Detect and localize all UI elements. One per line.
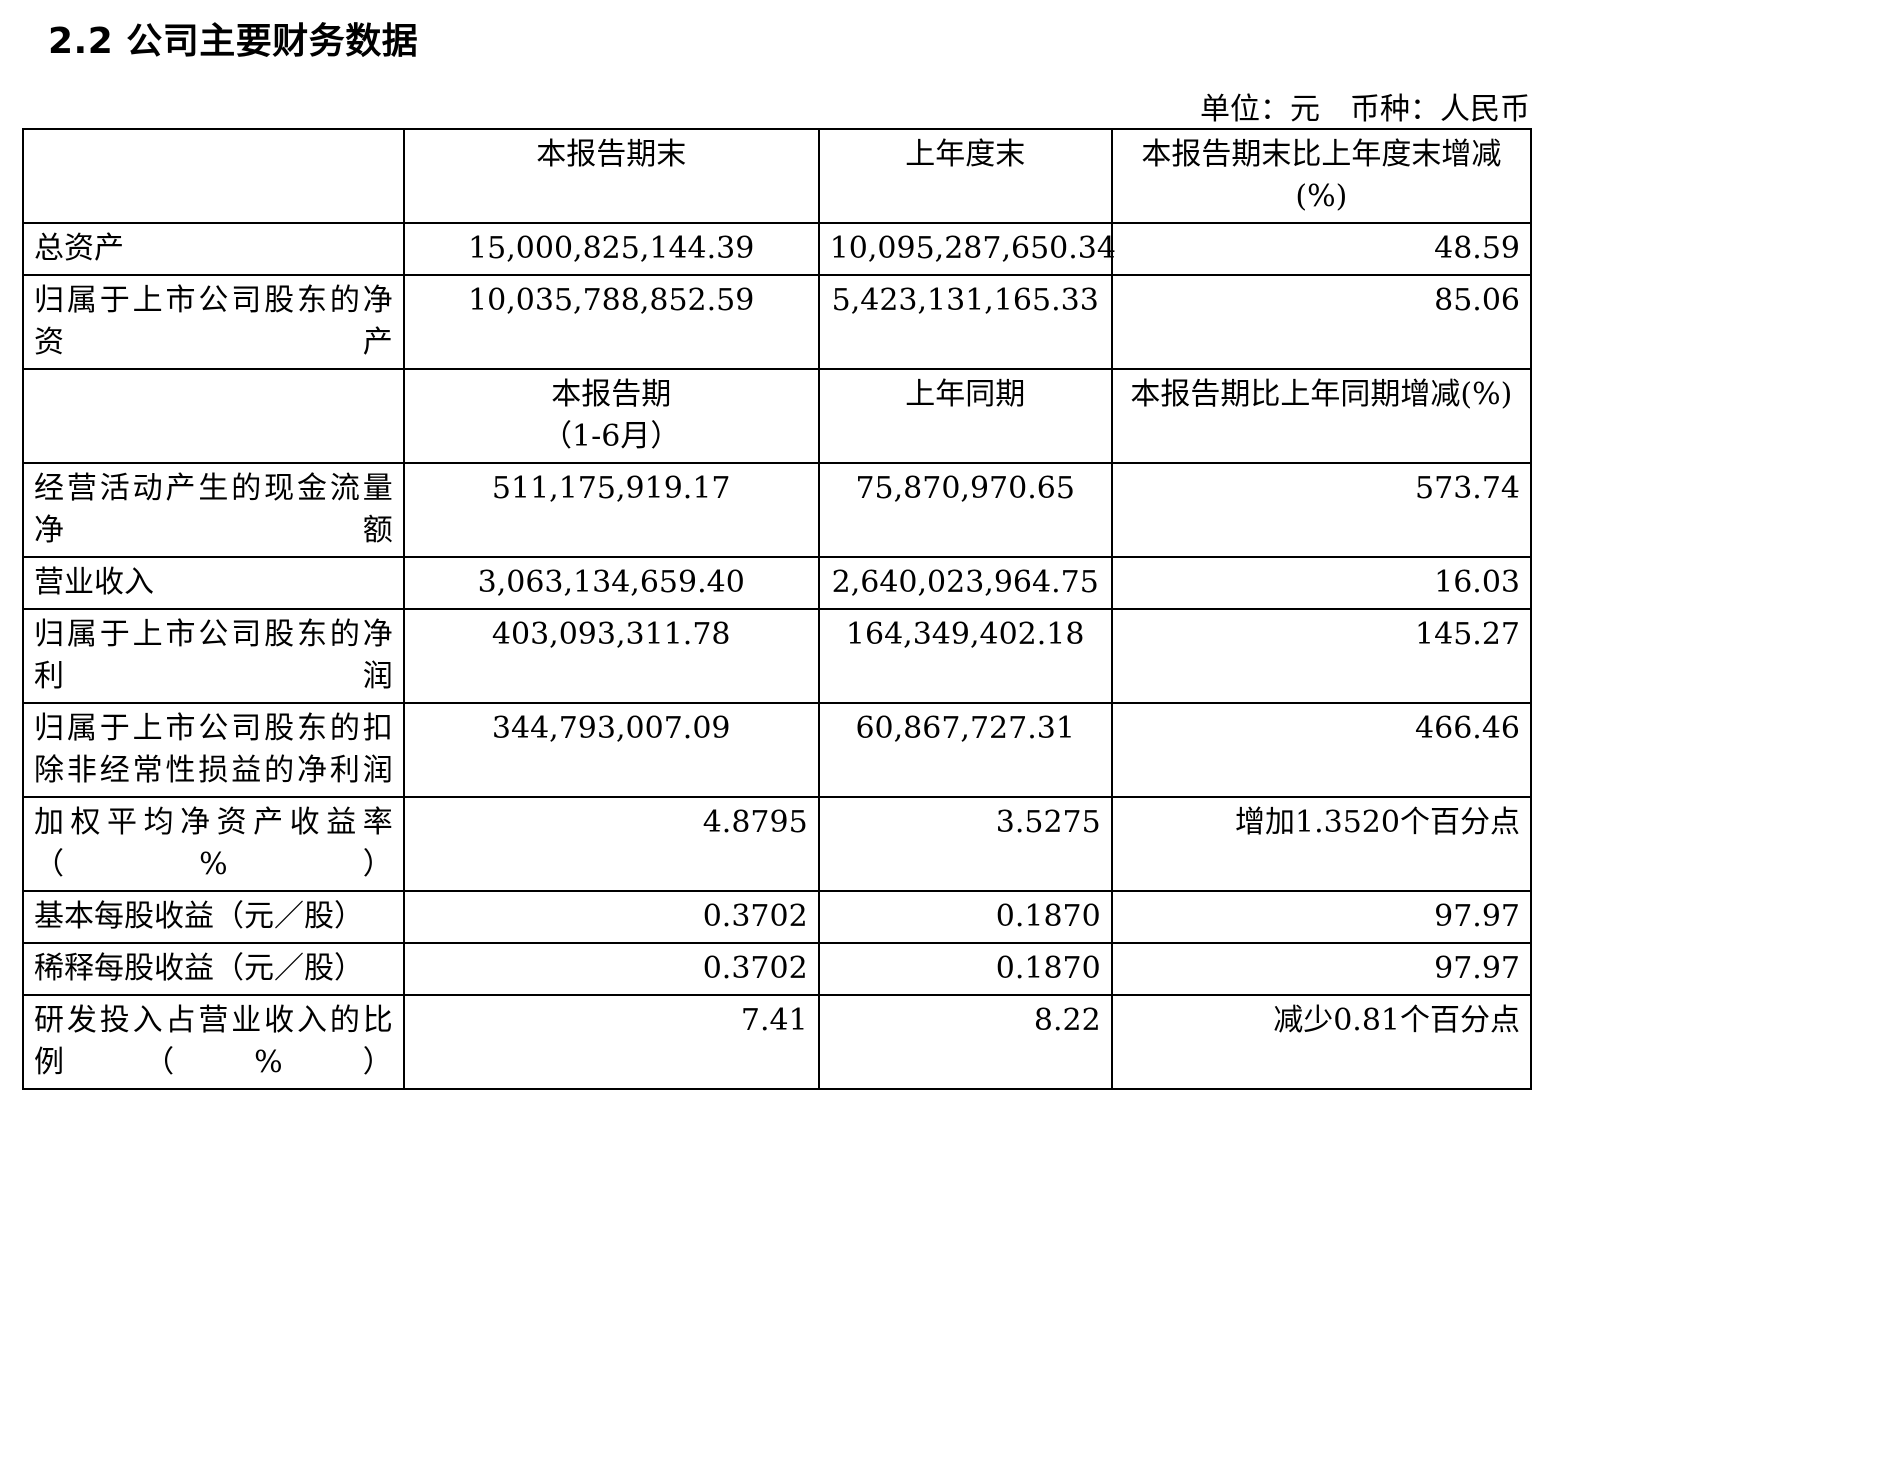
table-header-row-income: 本报告期 （1-6月） 上年同期 本报告期比上年同期增减(%) — [22, 368, 1533, 464]
cell-rd-ratio-current: 7.41 — [402, 994, 820, 1090]
page-title: 2.2 公司主要财务数据 — [48, 21, 419, 62]
row-label-rd-ratio: 研发投入占营业收入的比例（%） — [22, 994, 405, 1090]
cell-deducted-net-profit-previous: 60,867,727.31 — [817, 702, 1113, 798]
cell-total-assets-change: 48.59 — [1110, 222, 1533, 276]
row-label-basic-eps: 基本每股收益（元／股） — [22, 890, 405, 944]
header-cell-change-balance: 本报告期末比上年度末增减(%) — [1110, 128, 1533, 224]
table-row: 归属于上市公司股东的净利润 403,093,311.78 164,349,402… — [22, 608, 1533, 704]
row-label-net-profit-deducting-nonrecurring: 归属于上市公司股东的扣除非经常性损益的净利润 — [22, 702, 405, 798]
cell-basic-eps-previous: 0.1870 — [817, 890, 1113, 944]
cell-operating-cash-flow-previous: 75,870,970.65 — [817, 462, 1113, 558]
financial-data-table: 本报告期末 上年度末 本报告期末比上年度末增减(%) 总资产 15,000,82… — [22, 128, 1533, 1090]
table-row: 基本每股收益（元／股） 0.3702 0.1870 97.97 — [22, 890, 1533, 944]
cell-diluted-eps-previous: 0.1870 — [817, 942, 1113, 996]
header-cell-same-period-last-year: 上年同期 — [817, 368, 1113, 464]
cell-deducted-net-profit-change: 466.46 — [1110, 702, 1533, 798]
table-row: 归属于上市公司股东的净资产 10,035,788,852.59 5,423,13… — [22, 274, 1533, 370]
cell-net-assets-change: 85.06 — [1110, 274, 1533, 370]
cell-operating-revenue-change: 16.03 — [1110, 556, 1533, 610]
cell-net-assets-current: 10,035,788,852.59 — [402, 274, 820, 370]
cell-operating-revenue-previous: 2,640,023,964.75 — [817, 556, 1113, 610]
cell-operating-cash-flow-current: 511,175,919.17 — [402, 462, 820, 558]
cell-net-profit-current: 403,093,311.78 — [402, 608, 820, 704]
table-row: 营业收入 3,063,134,659.40 2,640,023,964.75 1… — [22, 556, 1533, 610]
table-row: 总资产 15,000,825,144.39 10,095,287,650.34 … — [22, 222, 1533, 276]
header-current-period-line1: 本报告期 — [551, 377, 672, 412]
header-cell-change-income: 本报告期比上年同期增减(%) — [1110, 368, 1533, 464]
financial-data-table-wrapper: 本报告期末 上年度末 本报告期末比上年度末增减(%) 总资产 15,000,82… — [22, 128, 1533, 1090]
cell-basic-eps-current: 0.3702 — [402, 890, 820, 944]
row-label-operating-cash-flow: 经营活动产生的现金流量净额 — [22, 462, 405, 558]
header-cell-current-period-end: 本报告期末 — [402, 128, 820, 224]
header-cell-last-year-end: 上年度末 — [817, 128, 1113, 224]
header-cell-blank-balance — [22, 128, 405, 224]
cell-deducted-net-profit-current: 344,793,007.09 — [402, 702, 820, 798]
row-label-operating-revenue: 营业收入 — [22, 556, 405, 610]
row-label-total-assets: 总资产 — [22, 222, 405, 276]
cell-operating-cash-flow-change: 573.74 — [1110, 462, 1533, 558]
header-cell-current-period: 本报告期 （1-6月） — [402, 368, 820, 464]
header-current-period-line2: （1-6月） — [542, 419, 681, 454]
table-row: 归属于上市公司股东的扣除非经常性损益的净利润 344,793,007.09 60… — [22, 702, 1533, 798]
table-row: 稀释每股收益（元／股） 0.3702 0.1870 97.97 — [22, 942, 1533, 996]
cell-operating-revenue-current: 3,063,134,659.40 — [402, 556, 820, 610]
cell-diluted-eps-current: 0.3702 — [402, 942, 820, 996]
table-row: 经营活动产生的现金流量净额 511,175,919.17 75,870,970.… — [22, 462, 1533, 558]
row-label-diluted-eps: 稀释每股收益（元／股） — [22, 942, 405, 996]
table-row: 研发投入占营业收入的比例（%） 7.41 8.22 减少0.81个百分点 — [22, 994, 1533, 1090]
row-label-net-assets-attributable: 归属于上市公司股东的净资产 — [22, 274, 405, 370]
cell-total-assets-previous: 10,095,287,650.34 — [817, 222, 1116, 276]
cell-rd-ratio-previous: 8.22 — [817, 994, 1113, 1090]
cell-weighted-roe-current: 4.8795 — [402, 796, 820, 892]
cell-net-assets-previous: 5,423,131,165.33 — [817, 274, 1113, 370]
cell-weighted-roe-change: 增加1.3520个百分点 — [1110, 796, 1533, 892]
cell-net-profit-change: 145.27 — [1110, 608, 1533, 704]
cell-total-assets-current: 15,000,825,144.39 — [402, 222, 820, 276]
row-label-net-profit-attributable: 归属于上市公司股东的净利润 — [22, 608, 405, 704]
table-row: 加权平均净资产收益率（%） 4.8795 3.5275 增加1.3520个百分点 — [22, 796, 1533, 892]
cell-basic-eps-change: 97.97 — [1110, 890, 1533, 944]
cell-net-profit-previous: 164,349,402.18 — [817, 608, 1113, 704]
table-header-row-balance: 本报告期末 上年度末 本报告期末比上年度末增减(%) — [22, 128, 1533, 224]
header-cell-blank-income — [22, 368, 405, 464]
cell-weighted-roe-previous: 3.5275 — [817, 796, 1113, 892]
cell-diluted-eps-change: 97.97 — [1110, 942, 1533, 996]
cell-rd-ratio-change: 减少0.81个百分点 — [1110, 994, 1533, 1090]
unit-currency-note: 单位：元 币种：人民币 — [1200, 92, 1530, 127]
row-label-weighted-roe: 加权平均净资产收益率（%） — [22, 796, 405, 892]
